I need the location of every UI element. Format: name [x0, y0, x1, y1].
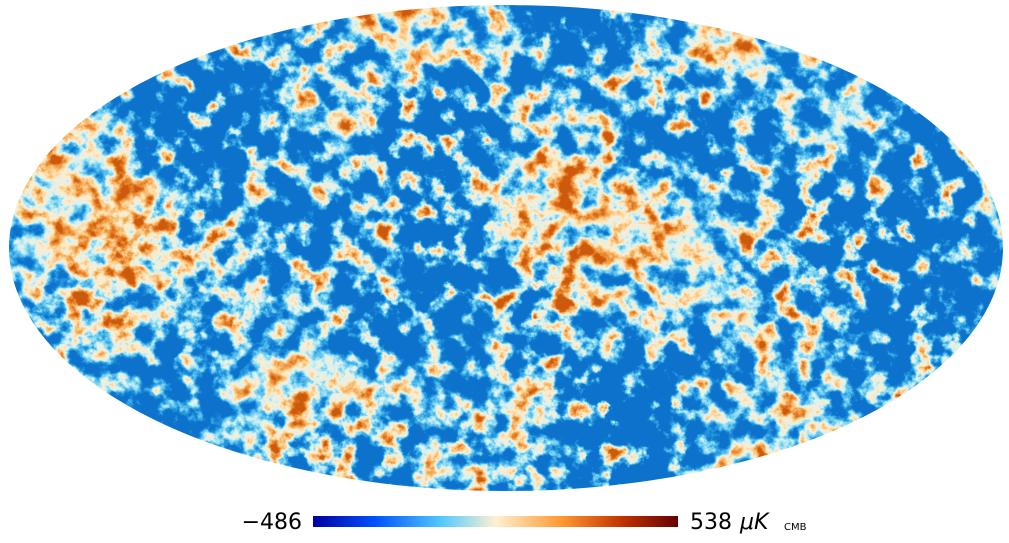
page: −486 538 μK CMB (() => { const data = JS…: [0, 0, 1009, 543]
unit: μK: [739, 510, 770, 535]
colorbar-min: −486: [242, 510, 302, 535]
colorbar: [313, 516, 678, 527]
unit-subscript: CMB: [784, 522, 807, 533]
sky-map-figure: −486 538 μK CMB: [0, 0, 1009, 543]
temperature-field: [9, 5, 1003, 491]
colorbar-max: 538: [690, 510, 732, 535]
mollweide-sky: [9, 5, 1003, 491]
